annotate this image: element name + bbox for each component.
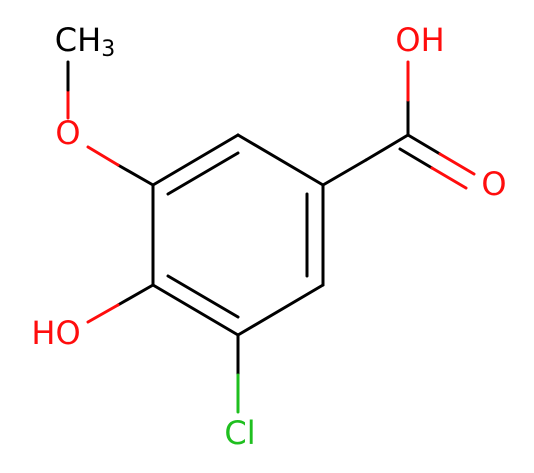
- atom-label: O: [481, 165, 506, 203]
- atom-label: Cl: [224, 414, 255, 452]
- atom-label: HO: [31, 314, 80, 352]
- atom-label: O: [55, 114, 80, 152]
- atom-label: OH: [395, 21, 444, 59]
- atom-label: CH3: [55, 21, 115, 62]
- bonds: [66, 60, 476, 414]
